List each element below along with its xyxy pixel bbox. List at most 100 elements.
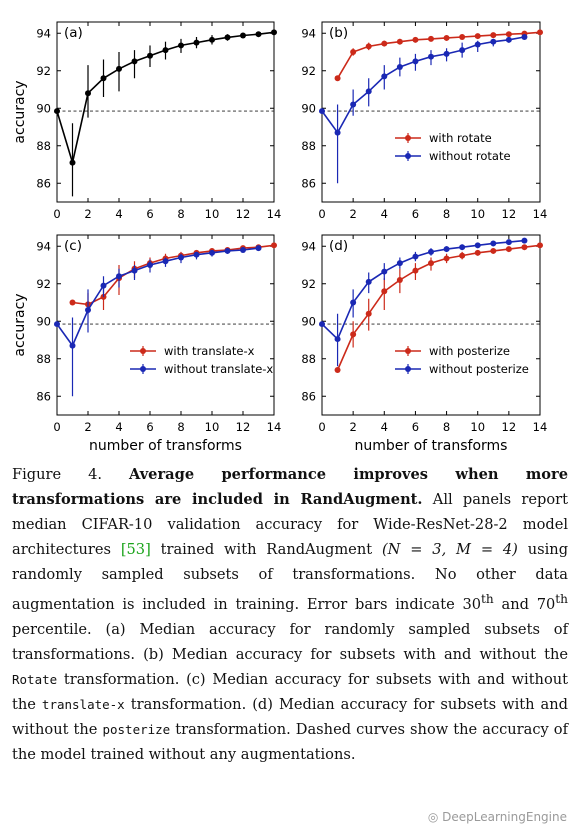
data-point — [443, 246, 450, 253]
data-point — [365, 310, 372, 317]
data-point — [85, 307, 91, 313]
data-point — [271, 242, 277, 249]
y-tick-label: 86 — [36, 176, 51, 190]
y-tick-label: 88 — [301, 352, 316, 366]
data-point — [537, 29, 543, 36]
data-point — [255, 245, 262, 252]
chart-panel-2: 0 2 4 6 8 10 12 14 86 88 90 92 94 (b) with rotate witho… — [301, 21, 548, 221]
data-point — [396, 38, 403, 45]
data-point — [319, 321, 325, 328]
legend-label: without rotate — [429, 149, 511, 163]
data-point — [396, 277, 403, 283]
caption-sup-2: th — [555, 592, 568, 606]
data-point — [490, 38, 497, 45]
y-tick-label: 94 — [36, 239, 51, 253]
caption-text-3: using randomly sampled subsets of transf… — [12, 541, 569, 613]
data-point — [255, 31, 262, 38]
data-point — [162, 258, 169, 265]
data-point — [69, 159, 76, 166]
data-point — [412, 267, 419, 274]
data-point — [381, 288, 388, 295]
chart-panel-1: 0 2 4 6 8 10 12 14 86 88 90 92 94 accuracy (a) — [12, 21, 282, 221]
y-tick-label: 86 — [301, 389, 316, 403]
y-tick-label: 88 — [36, 139, 51, 153]
data-point — [100, 282, 107, 289]
data-point — [209, 249, 215, 256]
legend-marker — [405, 135, 411, 141]
wechat-icon: ◎ — [427, 810, 439, 824]
data-point — [381, 268, 388, 275]
watermark: ◎ DeepLearningEngine — [428, 810, 567, 824]
data-point — [459, 47, 466, 54]
legend: with posterize without posterize — [395, 344, 529, 376]
y-tick-label: 90 — [301, 101, 316, 115]
data-point — [412, 253, 419, 260]
data-point — [428, 53, 434, 60]
data-point — [365, 88, 372, 95]
series-2 — [54, 245, 262, 397]
data-point — [443, 50, 450, 57]
x-tick-label: 10 — [205, 420, 220, 434]
data-point — [505, 36, 512, 43]
data-point — [147, 52, 153, 59]
x-tick-label: 4 — [115, 420, 122, 434]
legend-label: without translate-x — [164, 362, 273, 376]
data-point — [412, 36, 419, 43]
series-2 — [319, 34, 528, 184]
data-point — [209, 36, 215, 43]
legend-label: with translate-x — [164, 344, 255, 358]
x-tick-label: 14 — [267, 207, 282, 221]
chart-panel-4: 0 2 4 6 8 10 12 14 86 88 90 92 94 number of transform… — [301, 234, 547, 454]
x-tick-label: 2 — [349, 420, 356, 434]
x-tick-label: 6 — [146, 420, 153, 434]
legend-marker — [140, 348, 146, 354]
data-point — [443, 34, 450, 41]
data-point — [474, 33, 481, 40]
data-point — [116, 273, 122, 280]
y-tick-label: 92 — [301, 277, 316, 291]
x-tick-label: 14 — [533, 207, 548, 221]
data-point — [350, 299, 357, 306]
data-point — [54, 321, 60, 328]
data-point — [505, 31, 512, 38]
caption-citation-link[interactable]: [53] — [120, 541, 151, 558]
panel-label: (a) — [64, 25, 83, 41]
y-tick-label: 90 — [36, 314, 51, 328]
legend-marker — [140, 366, 146, 372]
y-axis-label: accuracy — [12, 80, 28, 143]
y-tick-label: 86 — [301, 176, 316, 190]
caption-title: Average performance improves when more t… — [12, 466, 568, 508]
caption-code-rotate: Rotate — [12, 671, 58, 687]
series-2 — [319, 237, 528, 367]
data-point — [490, 32, 497, 39]
legend: with rotate without rotate — [395, 131, 511, 163]
y-tick-label: 94 — [301, 239, 316, 253]
series-1 — [334, 29, 543, 82]
data-point — [334, 336, 341, 343]
x-tick-label: 0 — [53, 420, 60, 434]
data-point — [334, 367, 341, 373]
x-tick-label: 4 — [381, 420, 388, 434]
legend: with translate-x without translate-x — [130, 344, 273, 376]
plot-frame — [321, 21, 541, 203]
caption-text-2: trained with RandAugment — [160, 541, 373, 558]
figure-caption: Figure 4. Average performance improves w… — [12, 462, 568, 767]
data-point — [428, 260, 434, 267]
data-point — [240, 32, 246, 39]
data-point — [537, 242, 543, 249]
data-point — [131, 267, 138, 274]
watermark-text: DeepLearningEngine — [442, 810, 567, 824]
series-1 — [54, 29, 277, 197]
data-point — [116, 65, 122, 72]
caption-text-4: and 70 — [501, 595, 556, 613]
data-point — [240, 247, 246, 253]
data-point — [224, 34, 231, 41]
y-tick-label: 94 — [301, 26, 316, 40]
caption-sup-1: th — [481, 592, 494, 606]
y-tick-label: 86 — [36, 389, 51, 403]
data-point — [381, 40, 388, 47]
y-tick-label: 88 — [301, 139, 316, 153]
x-tick-label: 6 — [412, 420, 419, 434]
x-tick-label: 8 — [443, 420, 450, 434]
x-axis-label: number of transforms — [355, 438, 508, 454]
